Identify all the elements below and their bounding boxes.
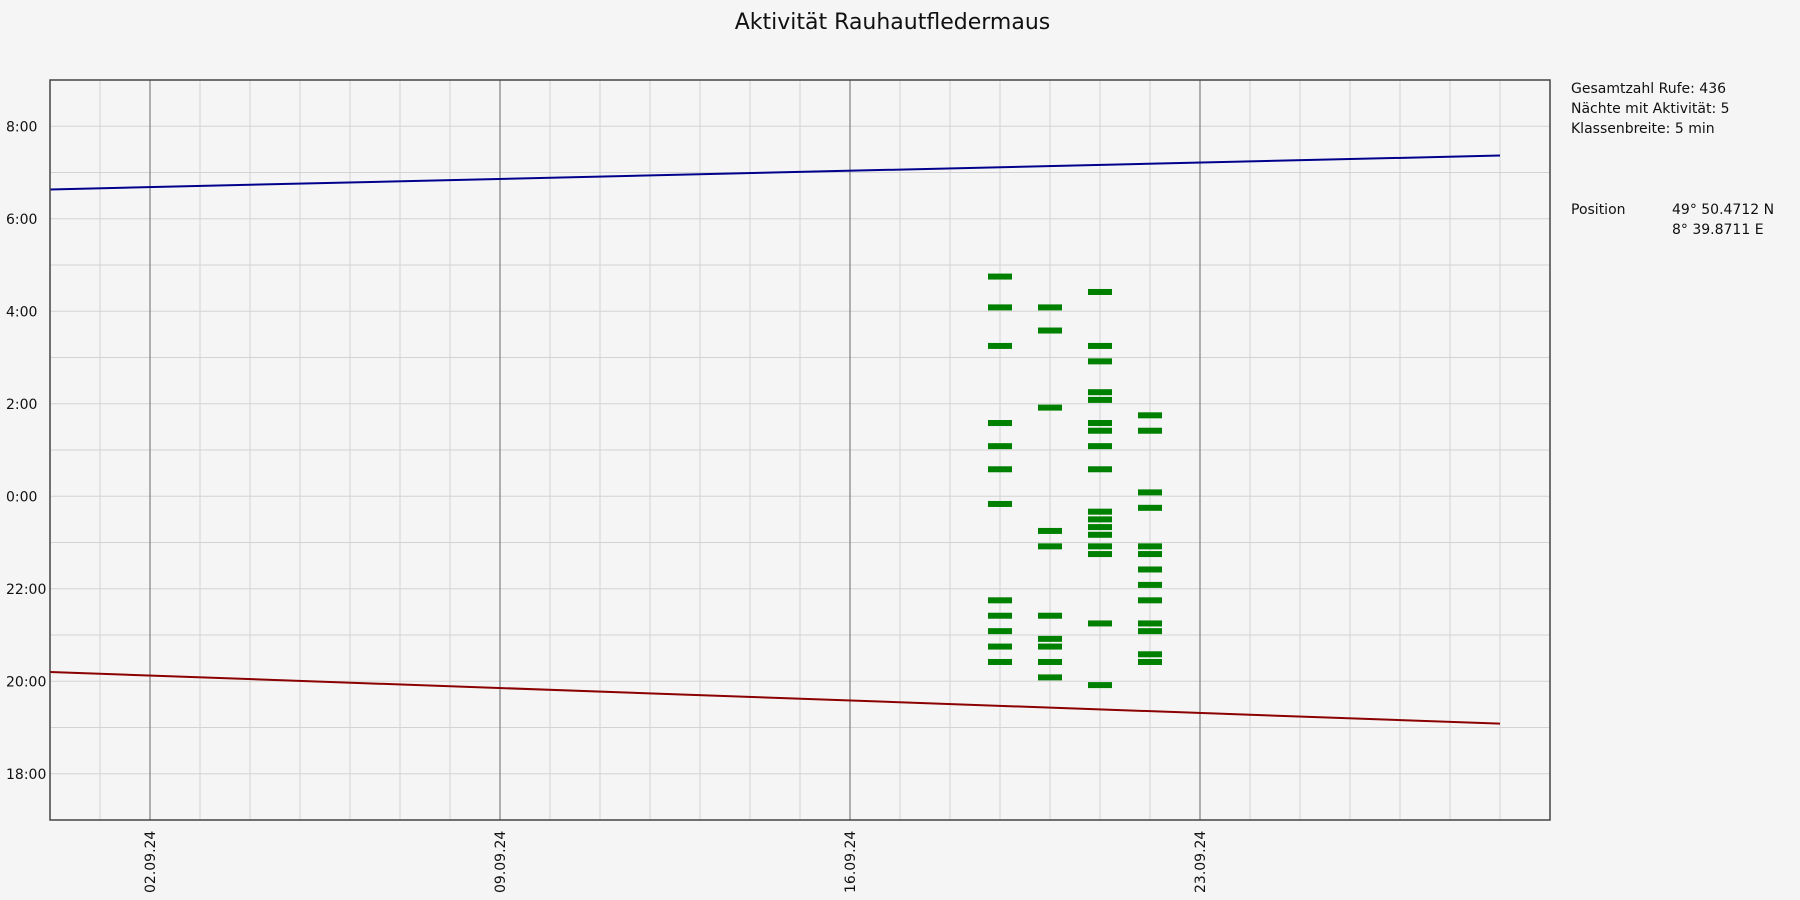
- x-tick-label: 09.09.24: [493, 831, 509, 893]
- call-marker: [1088, 288, 1112, 295]
- y-tick-label: 4:00: [6, 304, 37, 320]
- y-tick-label: 6:00: [6, 212, 37, 228]
- call-marker: [988, 304, 1012, 311]
- call-marker: [1138, 489, 1162, 496]
- y-tick-label: 20:00: [6, 674, 46, 690]
- call-marker: [988, 342, 1012, 349]
- call-marker: [988, 273, 1012, 280]
- twilight-lines: [49, 154, 1501, 725]
- call-marker: [1088, 531, 1112, 538]
- call-marker: [1138, 597, 1162, 604]
- info-nights-active: Nächte mit Aktivität: 5: [1571, 101, 1730, 117]
- call-marker: [1088, 508, 1112, 515]
- call-marker: [1038, 658, 1062, 665]
- x-tick-label: 23.09.24: [1193, 831, 1209, 893]
- x-tick-label: 02.09.24: [143, 831, 159, 893]
- call-marker: [1038, 643, 1062, 650]
- call-marker: [1138, 427, 1162, 434]
- call-marker: [1088, 396, 1112, 403]
- call-marker: [1088, 389, 1112, 396]
- call-marker: [1138, 566, 1162, 573]
- call-marker: [1038, 612, 1062, 619]
- call-marker: [1038, 404, 1062, 411]
- call-marker: [988, 597, 1012, 604]
- call-marker: [1138, 551, 1162, 558]
- call-marker: [1088, 420, 1112, 427]
- major-grid: [149, 80, 1201, 820]
- call-marker: [1038, 327, 1062, 334]
- call-marker: [1088, 358, 1112, 365]
- call-marker: [1038, 674, 1062, 681]
- call-marker: [1088, 443, 1112, 450]
- call-marker: [988, 466, 1012, 473]
- x-tick-labels: 02.09.24 09.09.24 16.09.24 23.09.24: [143, 831, 1209, 893]
- call-marker: [1138, 628, 1162, 635]
- sunrise-line: [49, 154, 1501, 191]
- plot-frame: [49, 79, 1551, 821]
- call-marker: [1088, 342, 1112, 349]
- info-position-label: Position: [1571, 202, 1626, 218]
- call-marker: [988, 612, 1012, 619]
- call-marker: [1138, 581, 1162, 588]
- call-marker: [1088, 620, 1112, 627]
- sunset-line: [49, 671, 1501, 725]
- call-marker: [1138, 543, 1162, 550]
- y-tick-label: 22:00: [6, 582, 46, 598]
- info-bin-width: Klassenbreite: 5 min: [1571, 121, 1715, 137]
- info-total-calls: Gesamtzahl Rufe: 436: [1571, 81, 1727, 97]
- info-position-lon: 8° 39.8711 E: [1672, 222, 1764, 238]
- call-marker: [1038, 543, 1062, 550]
- call-marker: [1088, 524, 1112, 531]
- call-markers: [988, 273, 1162, 689]
- call-marker: [1088, 682, 1112, 689]
- x-tick-label: 16.09.24: [843, 831, 859, 893]
- y-tick-label: 0:00: [6, 489, 37, 505]
- call-marker: [988, 500, 1012, 507]
- y-tick-label: 18:00: [6, 767, 46, 783]
- call-marker: [1138, 620, 1162, 627]
- call-marker: [1138, 658, 1162, 665]
- call-marker: [1038, 304, 1062, 311]
- call-marker: [1038, 527, 1062, 534]
- call-marker: [988, 643, 1012, 650]
- chart-title: Aktivität Rauhautfledermaus: [734, 10, 1051, 35]
- call-marker: [1088, 516, 1112, 523]
- call-marker: [988, 420, 1012, 427]
- call-marker: [988, 628, 1012, 635]
- y-tick-labels: 18:00 20:00 22:00 0:00 2:00 4:00 6:00 8:00: [6, 119, 46, 783]
- call-marker: [1088, 466, 1112, 473]
- call-marker: [1138, 504, 1162, 511]
- call-marker: [1138, 651, 1162, 658]
- info-position-lat: 49° 50.4712 N: [1672, 202, 1775, 218]
- call-marker: [1088, 543, 1112, 550]
- y-tick-label: 8:00: [6, 119, 37, 135]
- y-tick-label: 2:00: [6, 397, 37, 413]
- call-marker: [1038, 635, 1062, 642]
- call-marker: [1088, 551, 1112, 558]
- call-marker: [1138, 412, 1162, 419]
- call-marker: [988, 658, 1012, 665]
- minor-grid: [49, 79, 1551, 821]
- call-marker: [1088, 427, 1112, 434]
- call-marker: [988, 443, 1012, 450]
